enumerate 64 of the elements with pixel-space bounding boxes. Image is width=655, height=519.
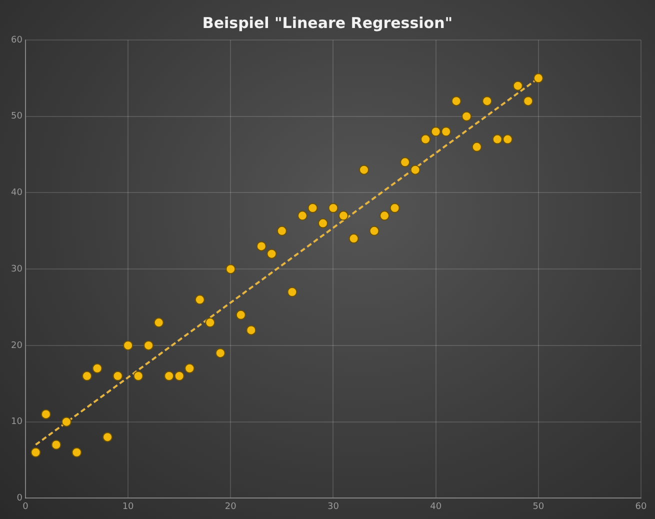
y-tick-label: 30 [11, 264, 23, 274]
point [154, 318, 164, 328]
point [72, 447, 82, 458]
point [523, 96, 534, 106]
point [318, 218, 328, 228]
point [30, 447, 41, 458]
point [266, 248, 277, 259]
point [308, 203, 318, 214]
point [82, 371, 92, 382]
x-tick-label: 50 [532, 502, 544, 512]
point [61, 416, 72, 427]
point [338, 210, 348, 221]
point [184, 363, 195, 374]
point [400, 157, 410, 168]
point [164, 371, 174, 382]
x-tick-label: 60 [635, 502, 647, 512]
point [482, 96, 492, 106]
point [92, 363, 102, 374]
point [236, 310, 246, 320]
point [512, 80, 523, 91]
point [123, 340, 134, 350]
y-tick-label: 10 [11, 417, 23, 428]
point [276, 226, 287, 236]
point [51, 440, 62, 450]
point [287, 287, 298, 298]
point [112, 371, 123, 382]
point [441, 126, 452, 137]
point [226, 264, 236, 274]
point [380, 210, 390, 221]
x-tick-label: 20 [224, 502, 237, 512]
point [462, 111, 472, 122]
point [246, 325, 256, 336]
point [472, 142, 482, 152]
point [390, 203, 400, 214]
y-tick-label: 0 [16, 494, 23, 504]
point [533, 73, 544, 84]
point [430, 126, 441, 137]
point [133, 371, 144, 382]
point [194, 294, 205, 305]
point [369, 226, 380, 236]
x-tick-label: 40 [430, 502, 442, 512]
chart-title: Beispiel "Lineare Regression" [201, 14, 454, 32]
point [502, 134, 513, 144]
point [215, 348, 226, 358]
y-tick-label: 60 [11, 35, 23, 46]
point [410, 164, 420, 175]
point [492, 134, 502, 144]
point [451, 96, 462, 106]
point [420, 134, 431, 144]
point [40, 409, 51, 420]
x-tick-label: 10 [122, 502, 134, 512]
point [359, 164, 370, 175]
y-tick-label: 40 [11, 188, 23, 198]
point [256, 241, 266, 252]
point [348, 234, 359, 244]
point [102, 432, 113, 442]
point [174, 371, 184, 382]
point [144, 340, 154, 350]
y-tick-label: 50 [11, 112, 23, 122]
y-tick-label: 20 [11, 340, 23, 351]
x-tick-label: 30 [328, 502, 340, 512]
point [297, 210, 308, 221]
point [205, 318, 216, 328]
point [328, 203, 338, 214]
